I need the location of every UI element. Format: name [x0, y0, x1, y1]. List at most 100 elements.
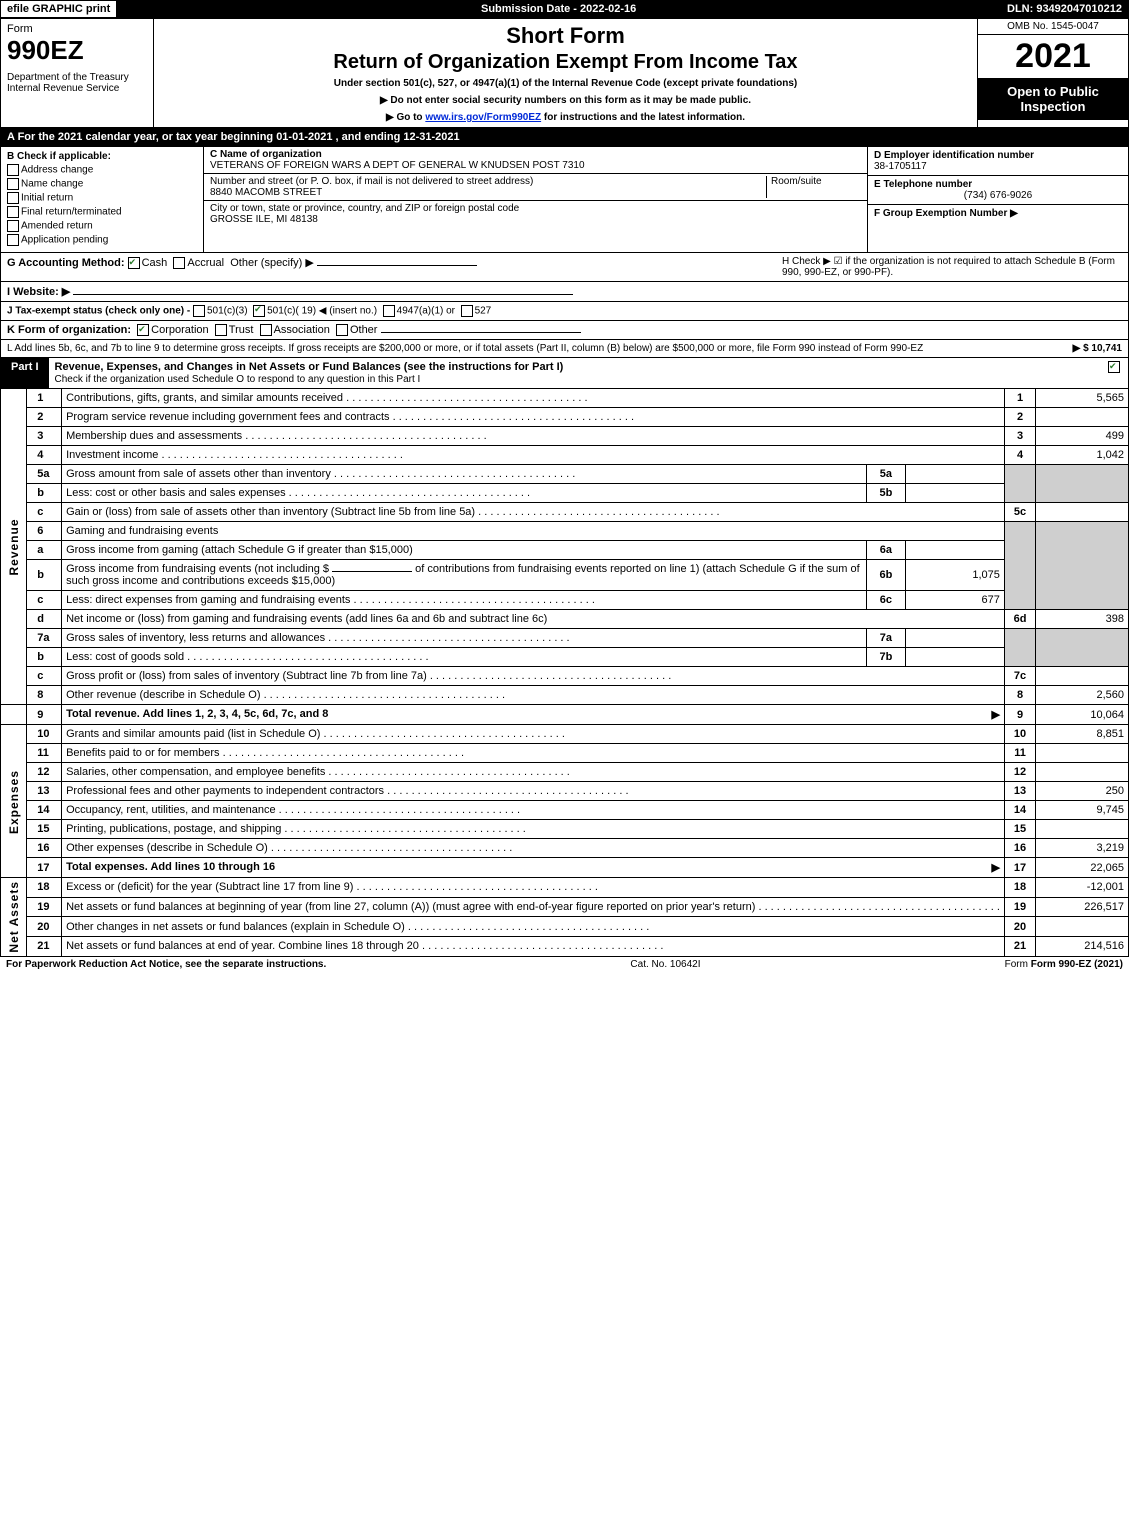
ln18-desc: Excess or (deficit) for the year (Subtra… — [62, 878, 1005, 898]
j-4947-checkbox[interactable] — [383, 305, 395, 317]
ln20-desc: Other changes in net assets or fund bala… — [62, 917, 1005, 937]
ln12-desc: Salaries, other compensation, and employ… — [62, 763, 1005, 782]
block-b-label: B Check if applicable: — [7, 151, 197, 162]
ln9-arrow: ▶ — [991, 708, 999, 721]
ln5a-sub: 5a — [866, 465, 905, 484]
accrual-checkbox[interactable] — [173, 257, 185, 269]
opt-address-change[interactable]: Address change — [7, 164, 197, 176]
j-527-checkbox[interactable] — [461, 305, 473, 317]
ln15-val — [1036, 820, 1129, 839]
ln12-val — [1036, 763, 1129, 782]
ln-5a: 5a — [27, 465, 62, 484]
ln8-val: 2,560 — [1036, 686, 1129, 705]
part1-sub: Check if the organization used Schedule … — [55, 374, 421, 385]
ln3-desc: Membership dues and assessments — [62, 427, 1005, 446]
irs-link[interactable]: www.irs.gov/Form990EZ — [425, 112, 541, 123]
ln4-desc: Investment income — [62, 446, 1005, 465]
efile-print-label[interactable]: efile GRAPHIC print — [1, 1, 116, 17]
form-subtitle: Under section 501(c), 527, or 4947(a)(1)… — [160, 78, 971, 89]
ln1-no: 1 — [1004, 389, 1035, 408]
paperwork-notice: For Paperwork Reduction Act Notice, see … — [6, 959, 326, 970]
other-method-input[interactable] — [317, 265, 477, 266]
k-other-checkbox[interactable] — [336, 324, 348, 336]
ln6-desc: Gaming and fundraising events — [62, 522, 1005, 541]
form-of-org: K Form of organization: Corporation Trus… — [0, 321, 1129, 340]
ln6a-subval — [905, 541, 1004, 560]
ln4-val: 1,042 — [1036, 446, 1129, 465]
accounting-method: G Accounting Method: Cash Accrual Other … — [7, 256, 782, 278]
opt-amended-return[interactable]: Amended return — [7, 220, 197, 232]
tax-year: 2021 — [978, 35, 1128, 78]
part1-header: Part I Revenue, Expenses, and Changes in… — [0, 358, 1129, 389]
part1-title: Revenue, Expenses, and Changes in Net As… — [49, 358, 1102, 388]
ln16-desc: Other expenses (describe in Schedule O) — [62, 839, 1005, 858]
form-title-block: Short Form Return of Organization Exempt… — [154, 19, 977, 127]
opt-application-pending[interactable]: Application pending — [7, 234, 197, 246]
ln19-val: 226,517 — [1036, 897, 1129, 917]
ln-3: 3 — [27, 427, 62, 446]
website-input[interactable] — [73, 294, 573, 295]
part1-tag: Part I — [1, 358, 49, 388]
ln20-val — [1036, 917, 1129, 937]
j-501c3-checkbox[interactable] — [193, 305, 205, 317]
ln-16: 16 — [27, 839, 62, 858]
k-trust-checkbox[interactable] — [215, 324, 227, 336]
ln15-desc: Printing, publications, postage, and shi… — [62, 820, 1005, 839]
ln3-val: 499 — [1036, 427, 1129, 446]
ln13-val: 250 — [1036, 782, 1129, 801]
form-id-block: Form 990EZ Department of the Treasury In… — [1, 19, 154, 127]
ln7c-val — [1036, 667, 1129, 686]
form-title: Return of Organization Exempt From Incom… — [160, 51, 971, 74]
opt-final-return[interactable]: Final return/terminated — [7, 206, 197, 218]
part1-table: Revenue 1 Contributions, gifts, grants, … — [0, 389, 1129, 957]
city-state-zip: GROSSE ILE, MI 48138 — [210, 214, 861, 225]
ln1-desc: Contributions, gifts, grants, and simila… — [62, 389, 1005, 408]
opt-initial-return[interactable]: Initial return — [7, 192, 197, 204]
ln13-desc: Professional fees and other payments to … — [62, 782, 1005, 801]
k-corp-checkbox[interactable] — [137, 324, 149, 336]
ln1-val: 5,565 — [1036, 389, 1129, 408]
j-pre: J Tax-exempt status (check only one) - — [7, 306, 193, 317]
tax-period: A For the 2021 calendar year, or tax yea… — [0, 128, 1129, 146]
phone-value: (734) 676-9026 — [874, 190, 1122, 201]
k-other-input[interactable] — [381, 332, 581, 333]
opt-name-change[interactable]: Name change — [7, 178, 197, 190]
cash-checkbox[interactable] — [128, 257, 140, 269]
ln-19: 19 — [27, 897, 62, 917]
ln2-val — [1036, 408, 1129, 427]
ln-6b: b — [27, 560, 62, 591]
ln-6: 6 — [27, 522, 62, 541]
ln6d-val: 398 — [1036, 610, 1129, 629]
c-label: C Name of organization — [210, 149, 861, 160]
page-footer: For Paperwork Reduction Act Notice, see … — [0, 957, 1129, 972]
ln-20: 20 — [27, 917, 62, 937]
ein-label: D Employer identification number — [874, 150, 1122, 161]
ln6a-desc: Gross income from gaming (attach Schedul… — [62, 541, 867, 560]
ln6c-subval: 677 — [905, 591, 1004, 610]
org-name: VETERANS OF FOREIGN WARS A DEPT OF GENER… — [210, 160, 861, 171]
k-assoc-checkbox[interactable] — [260, 324, 272, 336]
name-address-block: C Name of organization VETERANS OF FOREI… — [204, 147, 868, 252]
tax-exempt-status: J Tax-exempt status (check only one) - 5… — [0, 302, 1129, 321]
ln-2: 2 — [27, 408, 62, 427]
ln11-desc: Benefits paid to or for members — [62, 744, 1005, 763]
side-net-assets: Net Assets — [1, 878, 27, 957]
row-g-h: G Accounting Method: Cash Accrual Other … — [0, 253, 1129, 282]
org-info-block: B Check if applicable: Address change Na… — [0, 146, 1129, 253]
street-address: 8840 MACOMB STREET — [210, 187, 766, 198]
form-header: Form 990EZ Department of the Treasury In… — [0, 18, 1129, 128]
ln14-val: 9,745 — [1036, 801, 1129, 820]
form-note-1: ▶ Do not enter social security numbers o… — [160, 95, 971, 106]
ln-11: 11 — [27, 744, 62, 763]
ln7a-subval — [905, 629, 1004, 648]
ln-14: 14 — [27, 801, 62, 820]
short-form-label: Short Form — [160, 23, 971, 49]
part1-checkbox[interactable] — [1102, 358, 1128, 388]
ln18-val: -12,001 — [1036, 878, 1129, 898]
omb-number: OMB No. 1545-0047 — [978, 19, 1128, 35]
ln6b-amount-input[interactable] — [332, 571, 412, 572]
ln7c-desc: Gross profit or (loss) from sales of inv… — [62, 667, 1005, 686]
j-501c-checkbox[interactable] — [253, 305, 265, 317]
schedule-b-check: H Check ▶ ☑ if the organization is not r… — [782, 256, 1122, 278]
catalog-number: Cat. No. 10642I — [630, 959, 700, 970]
